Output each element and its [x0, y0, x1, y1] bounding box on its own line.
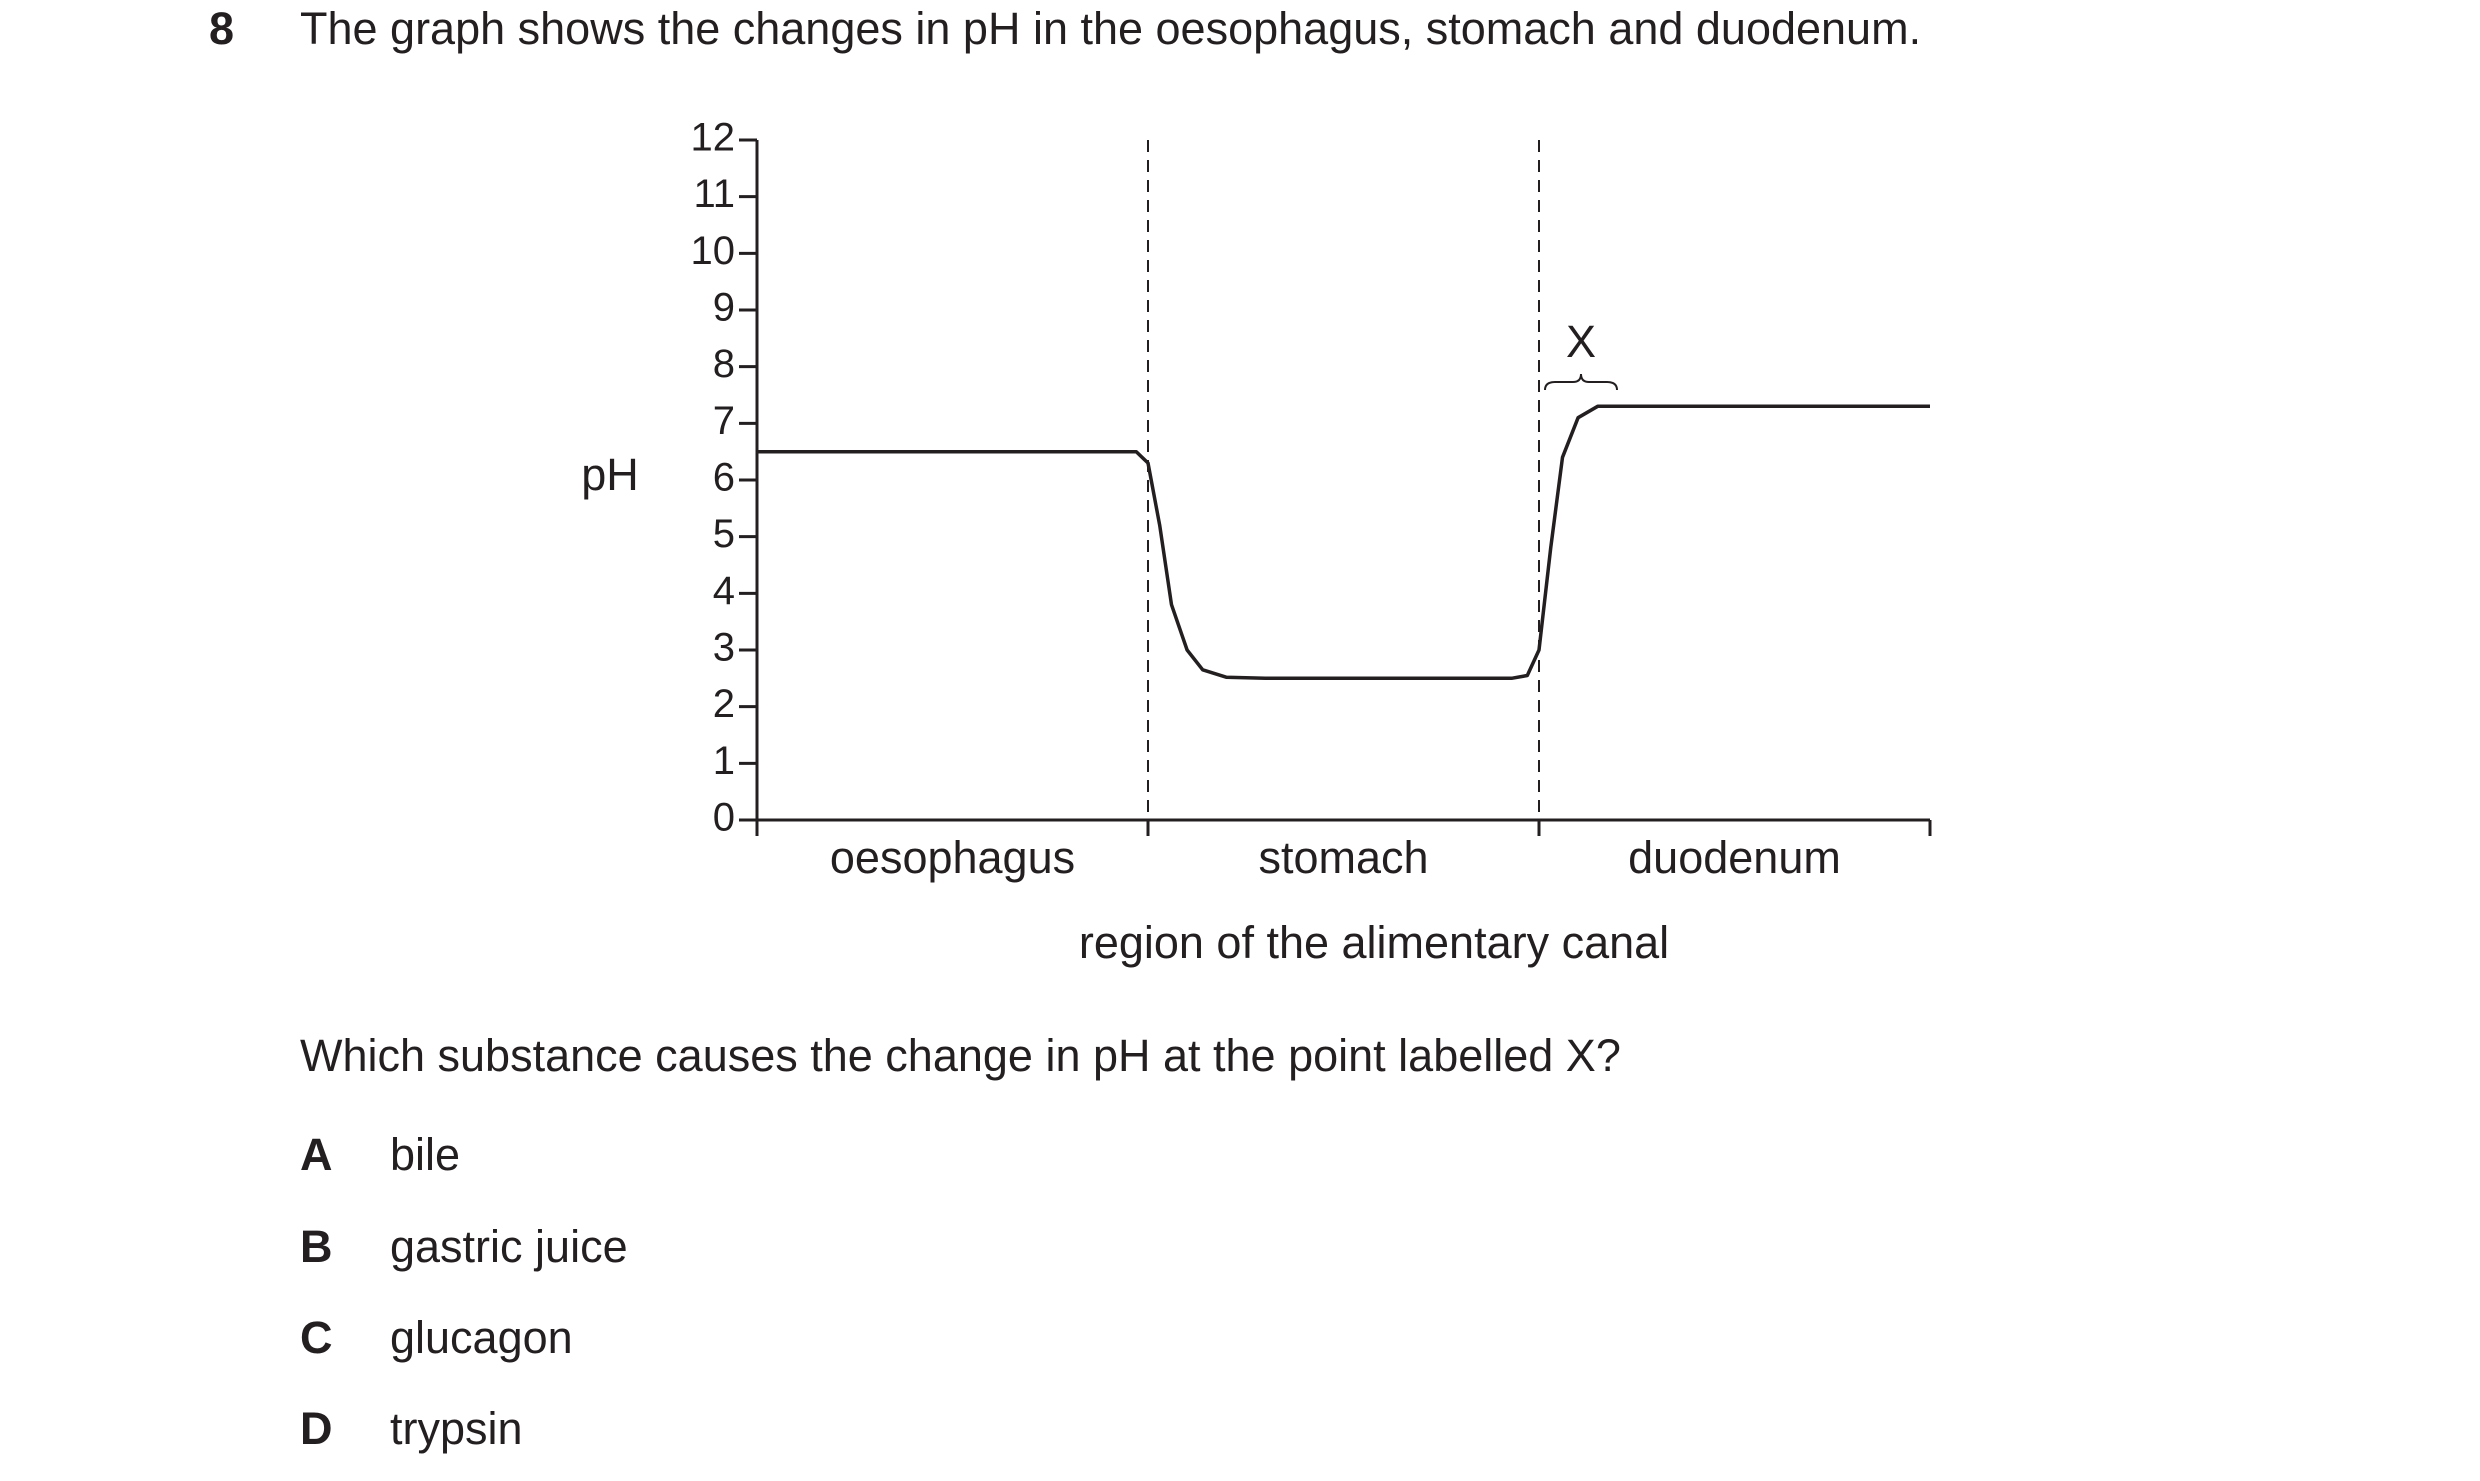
option-text: glucagon [390, 1312, 573, 1363]
y-tick-label: 6 [713, 456, 735, 500]
y-tick-label: 10 [691, 229, 736, 273]
x-axis-label: region of the alimentary canal [1079, 917, 1669, 968]
y-axis-label: pH [581, 449, 639, 500]
y-tick-label: 1 [713, 739, 735, 783]
option-text: trypsin [390, 1403, 523, 1454]
x-category-label: stomach [1258, 832, 1428, 883]
option-text: bile [390, 1129, 460, 1180]
y-tick-label: 11 [693, 172, 735, 216]
brace [1544, 373, 1618, 391]
option-text: gastric juice [390, 1221, 628, 1272]
y-tick-label: 8 [713, 342, 735, 386]
option-letter: D [300, 1403, 333, 1454]
option-letter: C [300, 1312, 333, 1363]
question: Which substance causes the change in pH … [300, 1030, 1621, 1081]
x-category-label: duodenum [1628, 832, 1841, 883]
annotation-label: X [1566, 316, 1596, 367]
y-tick-label: 7 [713, 399, 735, 443]
y-tick-label: 9 [713, 286, 735, 330]
y-tick-label: 0 [713, 796, 735, 840]
ph-curve [757, 404, 1930, 681]
question-stem: The graph shows the changes in pH in the… [300, 3, 1921, 54]
y-tick-label: 3 [713, 626, 735, 670]
x-category-label: oesophagus [830, 832, 1075, 883]
option-letter: B [300, 1221, 333, 1272]
question-number: 8 [209, 3, 234, 54]
y-tick-label: 4 [713, 569, 735, 613]
y-tick-label: 12 [691, 116, 736, 160]
y-tick-label: 2 [713, 682, 735, 726]
y-tick-label: 5 [713, 512, 735, 556]
option-letter: A [300, 1129, 333, 1180]
